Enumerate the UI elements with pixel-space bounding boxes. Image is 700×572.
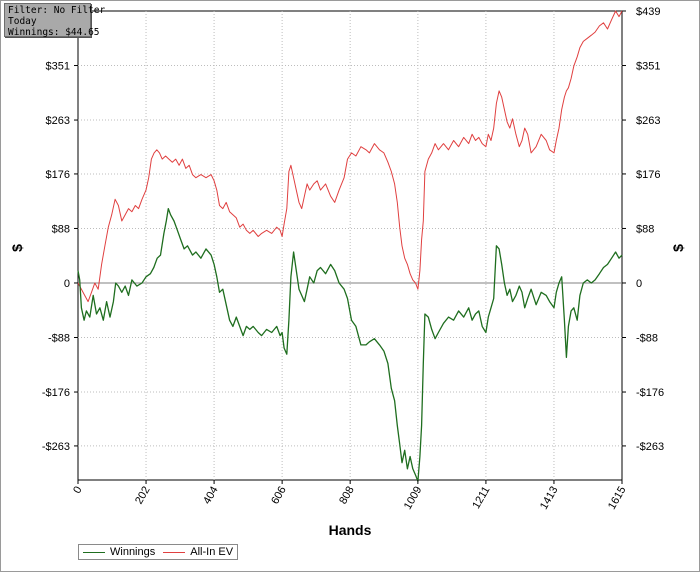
legend-swatch-allin-ev <box>163 551 186 553</box>
filter-period: Today <box>8 16 37 27</box>
series-layer <box>77 10 623 482</box>
legend-label-winnings: Winnings <box>110 546 156 558</box>
filter-label: Filter: No Filter <box>8 5 106 16</box>
y-tick-label-right: -$88 <box>636 333 658 345</box>
y-tick-label-right: -$263 <box>636 441 664 453</box>
legend-item-winnings: Winnings <box>83 546 155 558</box>
y-tick-label-left: $263 <box>46 115 70 127</box>
series-line-winnings <box>77 207 623 482</box>
x-tick-label: 1615 <box>606 485 629 512</box>
y-tick-label-right: 0 <box>636 278 642 290</box>
filter-info-box: Filter: No Filter Today Winnings: $44.65 <box>4 3 106 38</box>
y-tick-label-left: 0 <box>64 278 70 290</box>
y-tick-label-left: -$263 <box>42 441 70 453</box>
y-tick-label-left: -$176 <box>42 387 70 399</box>
x-tick-label: 404 <box>201 485 221 507</box>
y-tick-label-right: $88 <box>636 223 654 235</box>
y-axis-title-left: $ <box>9 244 25 252</box>
series-line-allin-ev <box>77 10 623 303</box>
x-tick-label: 1211 <box>470 485 492 511</box>
chart-legend: Winnings All-In EV <box>78 544 238 560</box>
x-tick-label: 1413 <box>538 485 561 512</box>
y-axis-left: $439$351$263$176$880-$88-$176-$263 <box>42 6 78 453</box>
y-tick-label-left: $176 <box>46 169 70 181</box>
y-tick-label-right: $176 <box>636 169 660 181</box>
y-tick-label-left: $351 <box>46 61 70 73</box>
x-tick-label: 808 <box>337 485 357 507</box>
x-axis: 0 202 404 606 808 1009 1211 1413 1615 <box>71 480 629 512</box>
y-tick-label-left: -$88 <box>48 333 70 345</box>
x-tick-label: 202 <box>133 485 153 507</box>
y-tick-label-left: $88 <box>52 223 70 235</box>
legend-item-allin-ev: All-In EV <box>163 546 233 558</box>
legend-swatch-winnings <box>83 551 105 553</box>
x-tick-label: 0 <box>71 485 84 496</box>
grid-lines <box>78 11 622 480</box>
y-tick-label-right: $263 <box>636 115 660 127</box>
x-tick-label: 606 <box>269 485 289 507</box>
y-tick-label-right: $439 <box>636 6 660 18</box>
x-axis-title: Hands <box>329 522 372 538</box>
filter-winnings: Winnings: $44.65 <box>8 27 100 38</box>
x-tick-label: 1009 <box>402 485 425 512</box>
legend-label-allin-ev: All-In EV <box>190 546 234 558</box>
y-tick-label-right: $351 <box>636 61 660 73</box>
y-axis-right: $439 $351 $263 $176 $88 0 -$88 -$176 -$263 <box>622 6 664 453</box>
y-tick-label-right: -$176 <box>636 387 664 399</box>
y-axis-title-right: $ <box>670 244 686 252</box>
